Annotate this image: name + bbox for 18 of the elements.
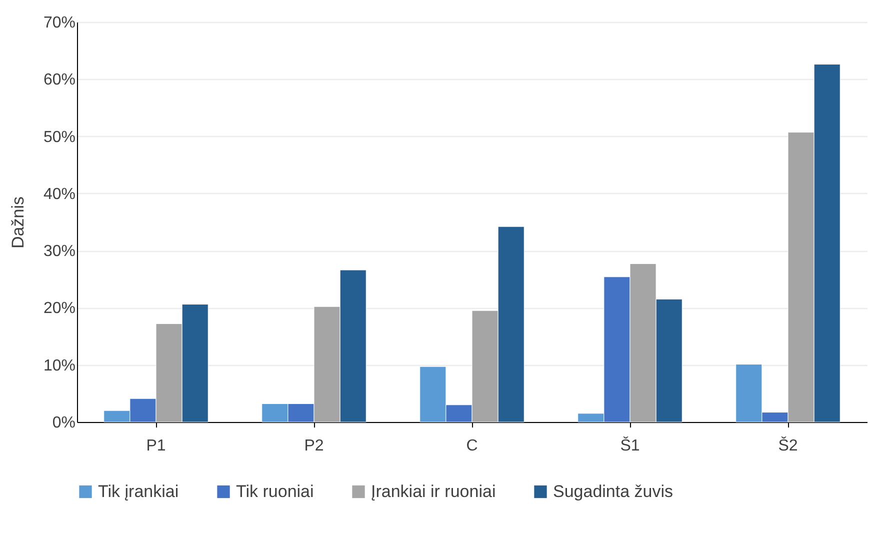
- y-axis-title: Dažnis: [8, 196, 28, 248]
- x-tick-label: P1: [146, 438, 166, 454]
- y-tick-label: 10%: [43, 357, 76, 374]
- y-tick-label: 60%: [43, 72, 76, 89]
- legend-label: Sugadinta žuvis: [553, 482, 674, 501]
- legend-label: Tik įrankiai: [98, 482, 179, 501]
- y-tick-label: 20%: [43, 300, 76, 318]
- legend-label: Tik ruoniai: [236, 482, 314, 501]
- x-tick-label: C: [466, 438, 478, 454]
- y-tick-label: 40%: [43, 186, 76, 203]
- x-tick-label: Š2: [778, 436, 798, 454]
- y-tick-label: 30%: [43, 243, 76, 260]
- y-tick-label: 50%: [43, 128, 76, 146]
- y-tick-label: 0%: [52, 414, 76, 432]
- x-tick-label: P2: [304, 438, 324, 454]
- x-tick-label: Š1: [620, 436, 640, 454]
- legend-label: Įrankiai ir ruoniai: [371, 482, 496, 501]
- y-tick-label: 70%: [43, 14, 76, 32]
